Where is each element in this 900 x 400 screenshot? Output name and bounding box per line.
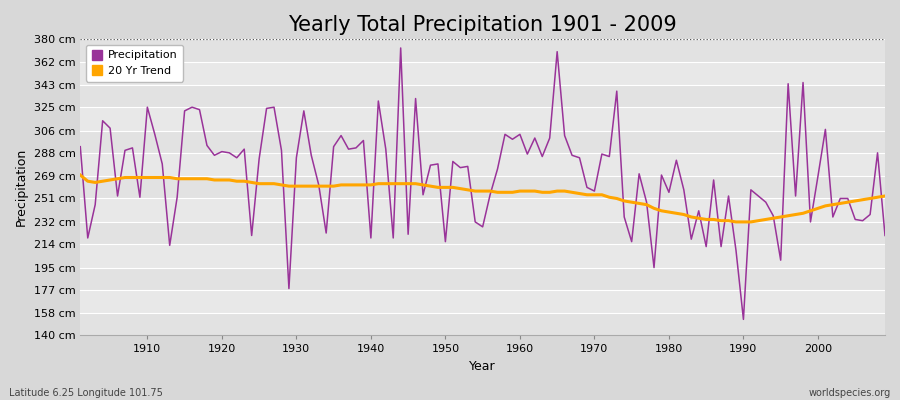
Bar (80, 176, 885, 198)
Bar (80, 131, 885, 153)
Legend: Precipitation, 20 Yr Trend: Precipitation, 20 Yr Trend (86, 45, 184, 82)
Bar (80, 222, 885, 244)
Bar (80, 268, 885, 290)
Text: Latitude 6.25 Longitude 101.75: Latitude 6.25 Longitude 101.75 (9, 388, 163, 398)
Bar (80, 85, 885, 107)
Bar (80, 290, 885, 313)
Bar (80, 198, 885, 222)
Text: worldspecies.org: worldspecies.org (809, 388, 891, 398)
Bar (80, 313, 885, 336)
Bar (80, 153, 885, 176)
Bar (80, 107, 885, 131)
Y-axis label: Precipitation: Precipitation (15, 148, 28, 226)
Bar (80, 39, 885, 62)
Title: Yearly Total Precipitation 1901 - 2009: Yearly Total Precipitation 1901 - 2009 (288, 15, 677, 35)
X-axis label: Year: Year (469, 360, 496, 373)
Bar (80, 244, 885, 268)
Bar (80, 62, 885, 85)
